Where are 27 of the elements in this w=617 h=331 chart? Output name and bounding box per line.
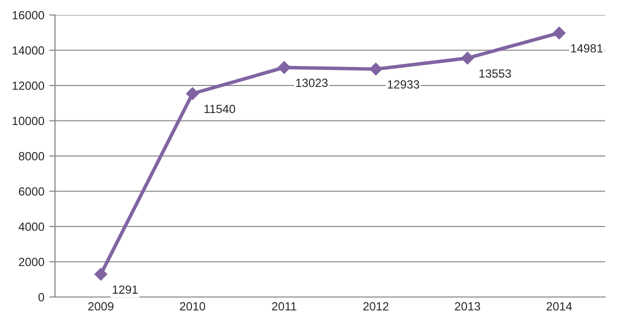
y-tick-label: 4000 [18,222,44,231]
y-tick-label: 2000 [18,258,44,266]
point [278,61,291,74]
data-label: 12933 [388,80,420,89]
x-tick-label: 2013 [454,302,480,311]
point [369,62,382,76]
y-tick-label: 12000 [12,82,44,90]
y-tick-label: 8000 [18,152,44,160]
data-label: 11540 [204,104,236,114]
y-tick-label: 6000 [18,187,44,196]
x-tick-label: 2009 [88,302,114,311]
point [186,87,199,100]
data-label: 14981 [571,44,603,53]
data-label: 1291 [112,285,138,294]
x-tick-label: 2012 [363,302,388,311]
x-tick-label: 2010 [180,302,206,311]
x-tick-label: 2014 [546,302,572,311]
y-tick-label: 0 [38,293,44,302]
data-label: 13553 [480,69,511,78]
point [94,268,108,281]
x-tick-label: 2011 [272,302,296,311]
y-tick-label: 16000 [12,11,44,20]
data-label: 13023 [296,78,328,88]
point [552,26,566,40]
point [461,52,474,65]
y-tick-label: 14000 [12,46,44,55]
y-tick-label: 10000 [12,116,44,126]
